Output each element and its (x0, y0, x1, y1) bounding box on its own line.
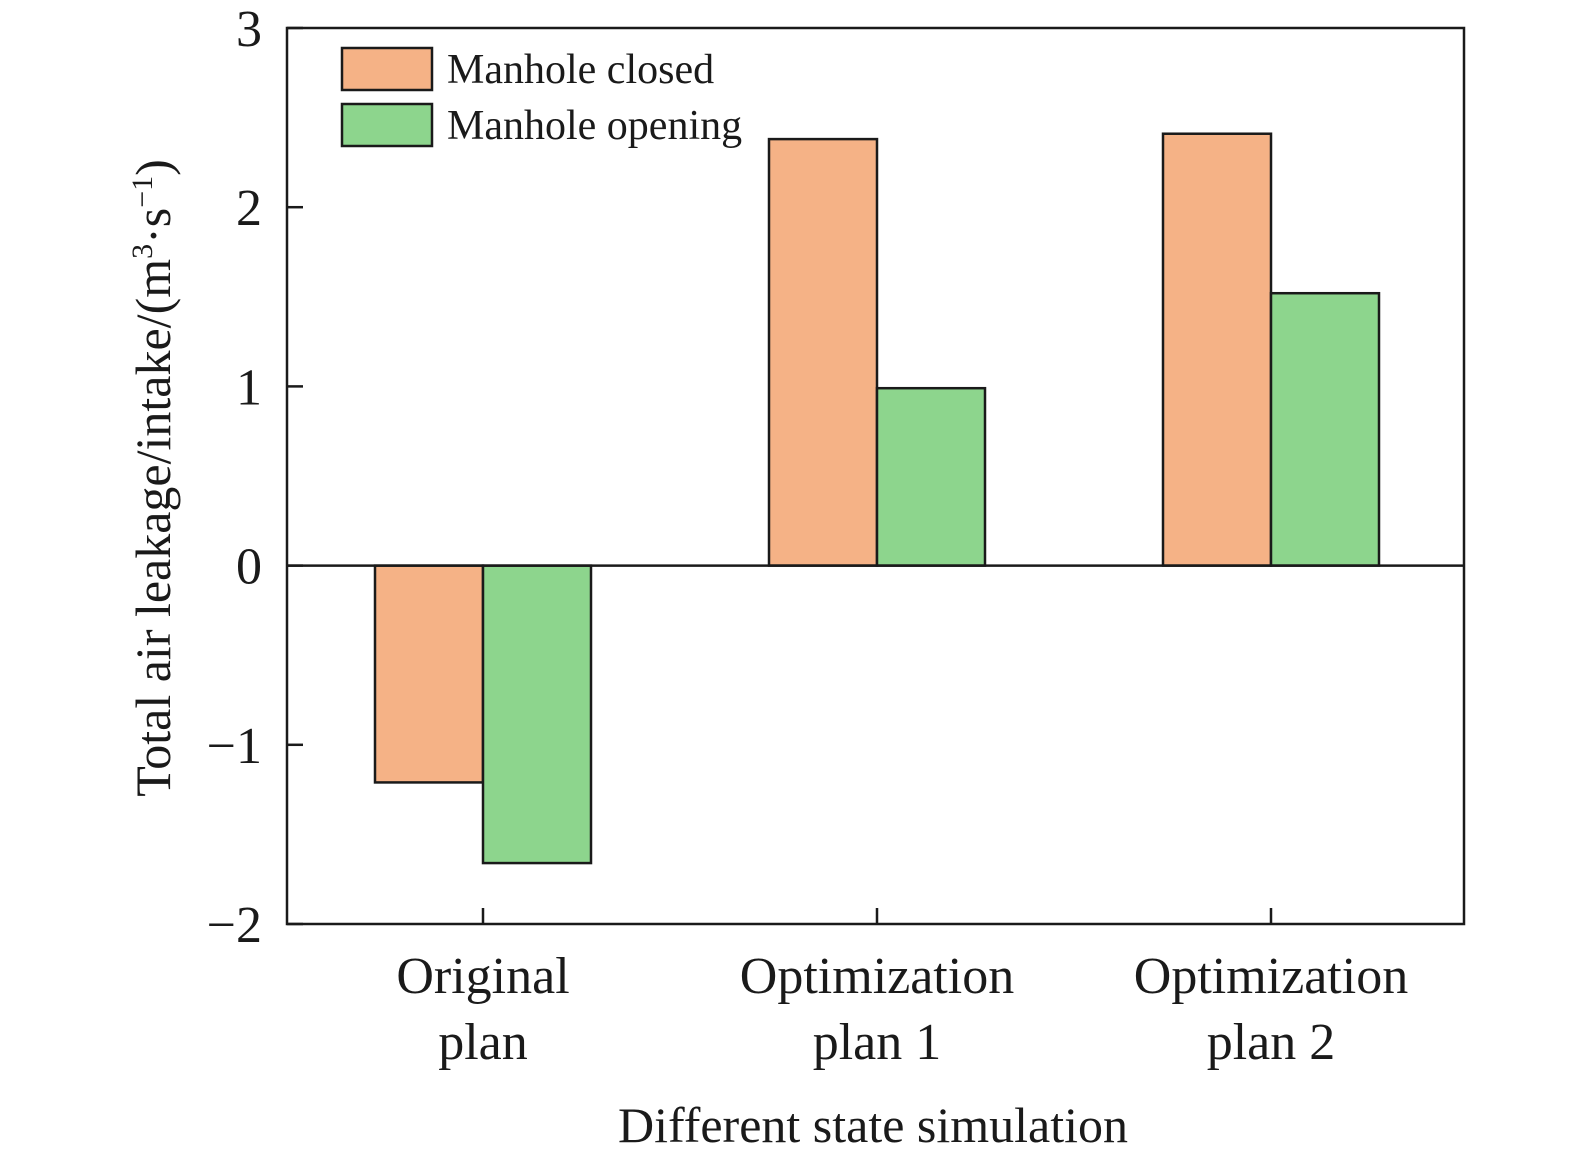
legend: Manhole closed Manhole opening (340, 46, 742, 149)
bar-manhole-opening-3 (1269, 291, 1381, 567)
y-tick-label: 2 (236, 180, 262, 237)
x-category-label-line: plan 1 (813, 1014, 942, 1071)
y-axis-title-end: ) (125, 159, 181, 176)
x-category-label-line: Optimization (1134, 948, 1408, 1005)
legend-swatch-manhole-closed (340, 46, 434, 92)
y-tick-label: 1 (236, 359, 262, 416)
bar-manhole-closed-3 (1161, 132, 1273, 567)
bar-manhole-opening-2 (875, 386, 987, 567)
y-axis-title-superscript-2: −1 (126, 176, 159, 208)
y-axis-title-superscript-1: 3 (126, 244, 159, 259)
plot-area-frame (285, 26, 1466, 926)
x-category-label-3: Optimization plan 2 (1134, 948, 1408, 1071)
bars-layer (373, 132, 1381, 865)
bar-manhole-opening-1 (481, 564, 593, 865)
y-tick-label: −2 (207, 897, 262, 954)
x-axis-title: Different state simulation (618, 1097, 1128, 1153)
legend-label-manhole-closed: Manhole closed (447, 47, 714, 93)
y-axis-title-main: Total air leakage/intake/(m (125, 259, 181, 797)
y-axis: 3 2 1 0 −1 −2 (207, 1, 303, 954)
y-tick-label: −1 (207, 718, 262, 775)
legend-label-manhole-opening: Manhole opening (447, 103, 742, 149)
y-tick-label: 0 (236, 539, 262, 596)
x-category-label-line: Original (396, 948, 569, 1005)
x-category-label-1: Original plan (396, 948, 569, 1071)
legend-swatch-manhole-opening (340, 102, 434, 148)
x-category-label-line: plan 2 (1207, 1014, 1336, 1071)
y-axis-title: Total air leakage/intake/(m3·s−1) (125, 159, 181, 797)
bar-manhole-closed-2 (767, 137, 879, 567)
bar-manhole-closed-1 (373, 564, 485, 784)
x-category-label-line: plan (438, 1014, 528, 1071)
x-category-label-line: Optimization (740, 948, 1014, 1005)
y-tick-label: 3 (236, 1, 262, 58)
y-axis-title-mid: ·s (125, 208, 181, 244)
x-category-label-2: Optimization plan 1 (740, 948, 1014, 1071)
